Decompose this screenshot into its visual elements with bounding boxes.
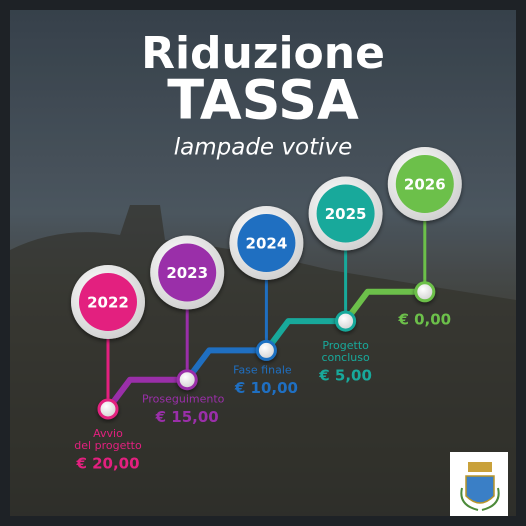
amount: € 0,00 — [397, 310, 451, 328]
step-label: Progetto — [322, 339, 369, 352]
year-disc — [395, 155, 454, 213]
year-disc — [316, 184, 375, 243]
step-label: concluso — [321, 351, 370, 364]
step-label: del progetto — [74, 439, 142, 452]
amount: € 10,00 — [234, 379, 298, 397]
connector — [184, 347, 267, 382]
node — [335, 310, 357, 332]
amount: € 5,00 — [318, 367, 372, 385]
tagline: lampade votive — [174, 135, 353, 161]
node — [176, 369, 198, 391]
amount: € 20,00 — [75, 455, 139, 473]
year-disc — [158, 243, 217, 302]
amount: € 15,00 — [155, 408, 219, 426]
title: Riduzione — [141, 28, 385, 79]
connector — [105, 376, 188, 411]
year: 2023 — [166, 264, 208, 282]
year: 2026 — [404, 176, 446, 194]
step-label: Avvio — [93, 427, 123, 440]
connector — [264, 318, 346, 353]
year-disc — [237, 214, 296, 272]
step-label: Fase finale — [233, 363, 292, 376]
year: 2024 — [246, 235, 288, 253]
node — [97, 398, 119, 420]
subtitle: TASSA — [167, 69, 359, 132]
node — [414, 281, 436, 303]
step-label: Proseguimento — [142, 393, 225, 406]
year: 2025 — [325, 205, 367, 223]
connector — [343, 288, 425, 323]
year: 2022 — [87, 294, 129, 312]
node — [255, 339, 277, 361]
crest — [450, 452, 508, 516]
year-disc — [79, 273, 137, 331]
